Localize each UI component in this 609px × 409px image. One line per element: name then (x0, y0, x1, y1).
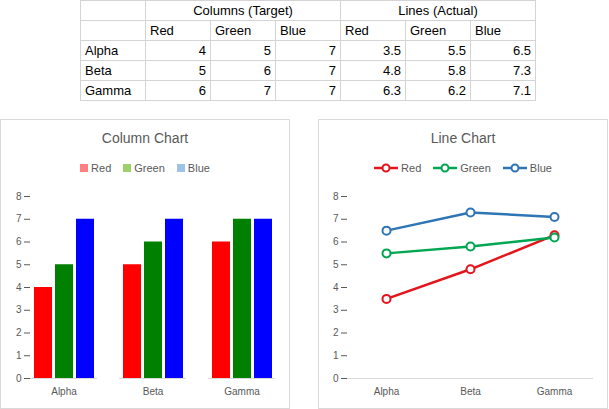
html-text:Blue: Blue (529, 162, 552, 174)
html-text:Blue: Blue (187, 162, 210, 174)
svg-text:Alpha: Alpha (374, 386, 400, 397)
html-text:Beta: Beta (85, 63, 112, 78)
svg-text:Gamma: Gamma (224, 386, 260, 397)
html-text:6.3: 6.3 (382, 83, 401, 98)
html-text:5: 5 (263, 43, 271, 58)
html-text:Blue: Blue (475, 23, 501, 38)
html-text:Column Chart: Column Chart (101, 130, 189, 146)
html-text:Line Chart: Line Chart (430, 130, 496, 146)
html-text:Green: Green (215, 23, 252, 38)
html-text:Red: Red (345, 23, 369, 38)
html-text:Green: Green (410, 23, 447, 38)
html-text:5.5: 5.5 (447, 43, 466, 58)
svg-text:3: 3 (16, 304, 22, 315)
svg-text:0: 0 (333, 373, 339, 384)
svg-text:8: 8 (16, 191, 22, 202)
html-text:Red: Red (401, 162, 422, 174)
svg-text:Beta: Beta (143, 386, 164, 397)
html-text:6.2: 6.2 (447, 83, 466, 98)
svg-text:3: 3 (333, 304, 339, 315)
html-text:7: 7 (328, 63, 336, 78)
svg-text:5: 5 (333, 259, 339, 270)
html-text:Alpha: Alpha (85, 43, 119, 58)
html-text:7.1: 7.1 (512, 83, 531, 98)
svg-text:Gamma: Gamma (537, 386, 573, 397)
html-text:5.8: 5.8 (447, 63, 466, 78)
svg-text:7: 7 (16, 213, 22, 224)
svg-text:0: 0 (16, 373, 22, 384)
svg-text:Beta: Beta (460, 386, 481, 397)
svg-text:5: 5 (16, 259, 22, 270)
html-text:6: 6 (198, 83, 206, 98)
svg-text:8: 8 (333, 191, 339, 202)
svg-text:Alpha: Alpha (51, 386, 77, 397)
html-text:6.5: 6.5 (512, 43, 531, 58)
html-text:4: 4 (198, 43, 206, 58)
svg-text:2: 2 (333, 327, 339, 338)
html-text:Columns (Target): Columns (Target) (193, 3, 293, 18)
svg-text:6: 6 (333, 236, 339, 247)
html-text:Green: Green (134, 162, 165, 174)
html-text:Gamma: Gamma (85, 83, 132, 98)
html-text:6: 6 (263, 63, 271, 78)
svg-text:6: 6 (16, 236, 22, 247)
html-text:Blue: Blue (280, 23, 306, 38)
svg-text:4: 4 (16, 282, 22, 293)
svg-text:1: 1 (333, 350, 339, 361)
html-text:7: 7 (328, 83, 336, 98)
svg-text:1: 1 (16, 350, 22, 361)
html-text:7: 7 (263, 83, 271, 98)
html-text:Green: Green (460, 162, 491, 174)
html-text:7.3: 7.3 (512, 63, 531, 78)
html-text:5: 5 (198, 63, 206, 78)
html-text:4.8: 4.8 (382, 63, 401, 78)
html-text:7: 7 (328, 43, 336, 58)
svg-text:2: 2 (16, 327, 22, 338)
html-text:Red: Red (150, 23, 174, 38)
html-text:3.5: 3.5 (382, 43, 401, 58)
html-text:Red: Red (91, 162, 112, 174)
svg-text:7: 7 (333, 213, 339, 224)
svg-text:4: 4 (333, 282, 339, 293)
html-text:Lines (Actual): Lines (Actual) (398, 3, 478, 18)
